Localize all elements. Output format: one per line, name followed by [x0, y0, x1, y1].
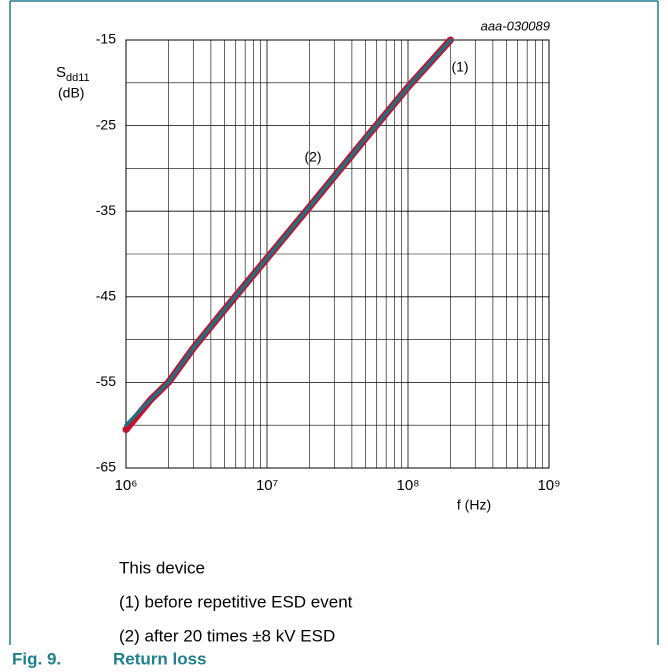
x-tick-label: 10⁸ — [396, 477, 419, 494]
note: (2) after 20 times ±8 kV ESD — [119, 626, 335, 645]
note: This device — [119, 558, 205, 577]
y-tick-label: -55 — [96, 373, 116, 389]
y-tick-label: -45 — [96, 288, 116, 304]
y-tick-label: -25 — [96, 116, 116, 132]
caption-number: Fig. 9. — [12, 649, 61, 668]
x-tick-label: 10⁶ — [115, 477, 138, 494]
plot-frame — [125, 39, 550, 469]
figure-code: aaa-030089 — [481, 18, 550, 33]
y-label-main: S — [56, 64, 66, 81]
y-tick-label: -15 — [96, 31, 116, 47]
data-line — [124, 38, 453, 427]
caption-title: Return loss — [113, 649, 207, 668]
y-tick-label: -35 — [96, 202, 116, 218]
x-axis-label: f (Hz) — [457, 497, 491, 513]
y-tick-label: -65 — [96, 459, 116, 475]
x-tick-label: 10⁹ — [537, 477, 560, 494]
y-axis-label: Sdd11 — [56, 64, 90, 84]
x-tick-label: 10⁷ — [256, 477, 278, 494]
series-label: (2) — [304, 149, 321, 165]
series-label: (1) — [451, 59, 468, 75]
y-label-sub: dd11 — [66, 72, 90, 84]
note: (1) before repetitive ESD event — [119, 592, 353, 611]
y-axis-unit: (dB) — [58, 85, 84, 101]
